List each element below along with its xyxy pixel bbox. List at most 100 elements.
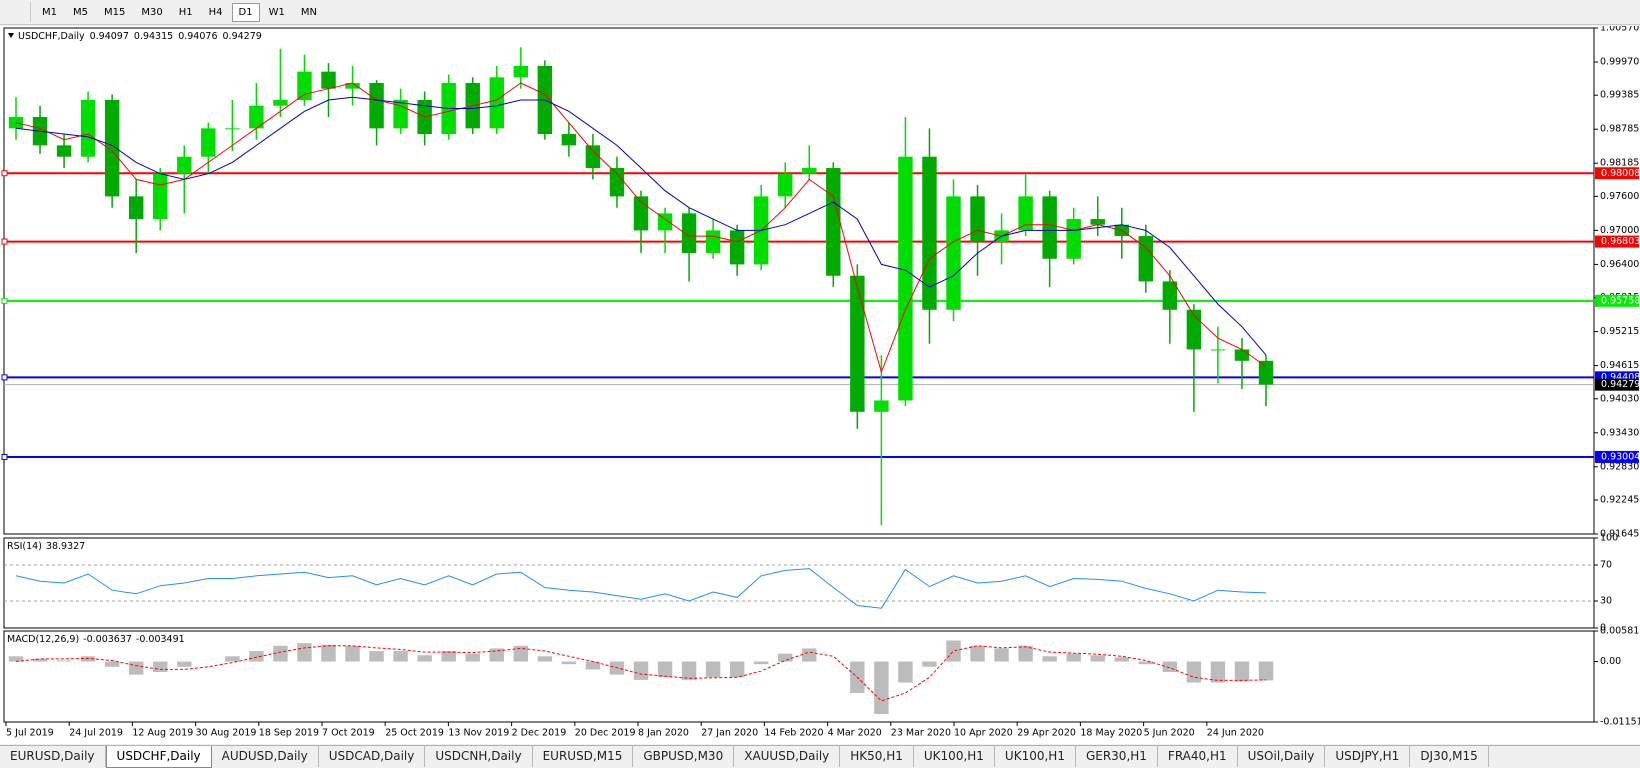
macd-bar [705,661,721,678]
candle-body [946,196,961,310]
header-arrow [8,33,14,38]
macd-bar [369,651,384,662]
macd-bar [8,656,24,662]
x-tick-label: 2 Dec 2019 [512,728,567,739]
timeframe-button[interactable]: M1 [42,6,57,18]
y-tick-label: 0 [1600,623,1606,634]
macd-bar [249,651,264,662]
timeframe-button[interactable]: D1 [231,2,260,22]
indicator-title: MACD(12,26,9) [7,634,79,645]
candle-body [657,213,673,231]
candle-body [802,168,817,174]
candle-body [177,156,192,174]
macd-bar [874,661,889,715]
level-tag-label: 0.96803 [1601,236,1640,247]
x-tick-label: 14 Feb 2020 [764,728,823,739]
macd-bar [681,661,697,680]
candle-body [1210,349,1226,351]
x-tick-label: 30 Aug 2019 [196,728,257,739]
macd-bar [32,658,48,662]
ohlc-value: 0.94315 [134,31,173,42]
level-tag-label: 0.95758 [1601,295,1640,306]
timeframe-button[interactable]: MN [300,6,317,18]
chart-tab[interactable]: FRA40,H1 [1158,746,1238,767]
x-tick-label: 7 Oct 2019 [322,728,375,739]
macd-bar [778,653,793,662]
chart-tab[interactable]: UK100,H1 [995,746,1076,767]
candle-body [345,82,360,89]
chart-tab[interactable]: USOil,Daily [1238,746,1326,767]
macd-bar [80,656,96,662]
chart-tab[interactable]: DJ30,M15 [1410,746,1489,767]
chart-header: USDCHF,Daily 0.94097 0.94315 0.94076 0.94279 [18,31,262,42]
candle-body [1234,349,1250,361]
candle-body [1042,196,1057,259]
candle-body [225,128,240,130]
macd-bar [1018,645,1033,662]
chart-tab[interactable]: USDCAD,Daily [319,746,426,767]
last-price-label: 0.94279 [1601,379,1640,390]
candle-body [681,213,697,254]
timeframe-button[interactable]: H4 [208,6,223,18]
candle-body [1018,196,1033,231]
macd-bar [1162,661,1178,673]
candle-body [898,156,913,401]
timeframe-button[interactable]: M5 [73,6,88,18]
level-handle [1,238,8,245]
timeframe-button[interactable]: H1 [178,6,193,18]
level-tag [1595,450,1639,463]
candle-body [970,196,985,242]
chart-tab[interactable]: GBPUSD,M30 [633,746,735,767]
macd-bar [946,640,961,662]
timeframe-button[interactable]: W1 [268,6,285,18]
chart-tab[interactable]: USDJPY,H1 [1325,746,1411,767]
macd-bar [177,661,192,667]
x-tick-label: 5 Jun 2020 [1144,728,1195,739]
moving-average [15,82,1267,374]
macd-bar [898,661,913,683]
macd-bar [1090,655,1105,662]
y-tick-label: 0.00 [1600,656,1621,667]
chart-tabs: EURUSD,Daily USDCHF,Daily AUDUSD,Daily USDC… [0,745,1640,768]
macd-bar [970,645,985,662]
macd-bar [393,651,408,662]
candle-body [104,100,120,197]
chart-tab[interactable]: HK50,H1 [840,746,914,767]
candle-body [1186,309,1202,350]
macd-bar [1186,661,1202,683]
candle-body [561,134,577,146]
macd-bar [1042,656,1057,662]
candle-body [321,71,336,89]
candle-body [729,230,745,265]
macd-bar [537,656,553,662]
chart-tab[interactable]: USDCNH,Daily [425,746,533,767]
macd-bar [922,661,937,667]
x-tick-label: 13 Nov 2019 [448,728,509,739]
macd-bar [441,651,456,662]
moving-average [15,96,1267,356]
chart-tab[interactable]: XAUUSD,Daily [734,746,841,767]
y-tick-label: 0.94030 [1600,393,1639,404]
timeframe-button[interactable]: M30 [141,6,163,18]
chart-tab[interactable]: USDCHF,Daily [105,746,212,768]
level-handle [1,297,8,304]
level-tag-label: 0.94408 [1601,372,1640,383]
timeframe-button[interactable]: M15 [104,6,126,18]
y-tick-label: 1.00570 [1600,26,1639,34]
chart-tab[interactable]: EURUSD,Daily [0,746,106,767]
chart-tab[interactable]: UK100,H1 [914,746,995,767]
candle-body [609,168,625,197]
candle-body [1258,360,1274,385]
candle-body [201,128,216,157]
y-tick-label: 0.93430 [1600,427,1639,438]
x-tick-label: 4 Mar 2020 [828,728,882,739]
level-tag [1595,235,1639,248]
macd-bar [417,655,432,662]
candle-body [585,145,601,169]
chart-tab[interactable]: AUDUSD,Daily [212,746,319,767]
macd-bar [994,648,1009,662]
chart-tab[interactable]: GER30,H1 [1076,746,1158,767]
chart-tab[interactable]: EURUSD,M15 [533,746,634,767]
macd-bar [297,643,312,662]
